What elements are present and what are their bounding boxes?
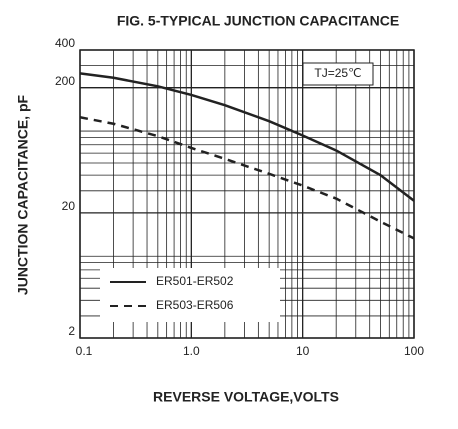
x-axis-label: REVERSE VOLTAGE,VOLTS	[153, 389, 339, 405]
legend-label: ER503-ER506	[156, 298, 234, 312]
annotation-box	[302, 62, 374, 86]
x-tick-label: 10	[296, 344, 310, 358]
annotation: TJ=25℃	[314, 66, 361, 80]
plot-frame	[79, 49, 415, 339]
y-tick-label: 2	[68, 324, 75, 338]
series-line	[79, 116, 415, 240]
x-tick-label: 100	[404, 344, 424, 358]
series-line	[79, 72, 415, 202]
legend-box	[100, 268, 280, 322]
x-tick-label: 1.0	[183, 344, 200, 358]
y-tick-label: 400	[55, 36, 75, 50]
y-tick-label: 20	[62, 199, 76, 213]
y-axis-label: JUNCTION CAPACITANCE, pF	[15, 94, 31, 295]
chart-title: FIG. 5-TYPICAL JUNCTION CAPACITANCE	[117, 13, 399, 29]
legend-label: ER501-ER502	[156, 274, 234, 288]
y-tick-label: 200	[55, 74, 75, 88]
x-tick-label: 0.1	[76, 344, 93, 358]
